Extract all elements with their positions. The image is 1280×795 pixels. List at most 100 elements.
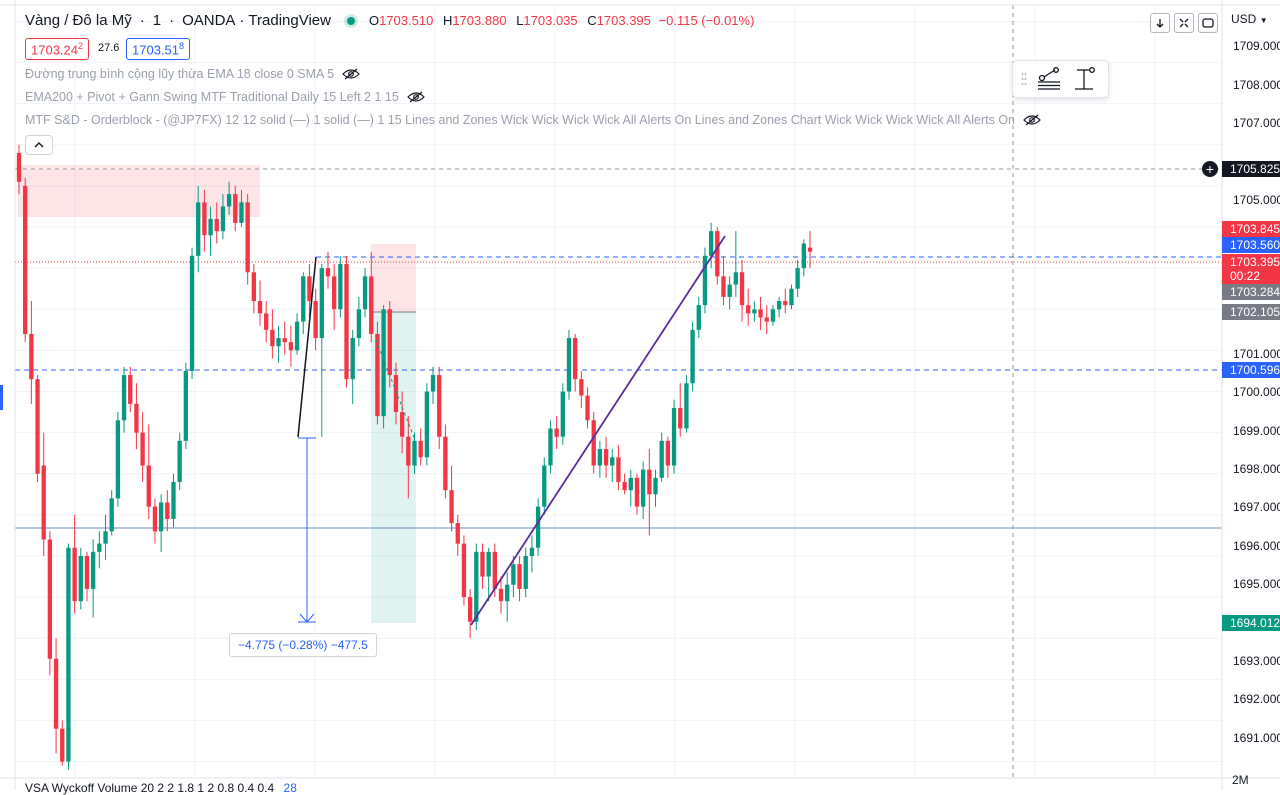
candle-up [776, 301, 782, 310]
candlestick-series [16, 144, 813, 770]
candle-up [474, 551, 479, 622]
maximize-pane-button[interactable] [1198, 13, 1218, 33]
buy-button[interactable]: 1703.518 [126, 38, 191, 61]
symbol-interval: 1 [152, 12, 162, 29]
candle-up [795, 268, 800, 289]
drag-handle-icon[interactable] [1021, 72, 1027, 86]
candle-down [807, 247, 813, 252]
last-price-tag: 1703.395 [1222, 254, 1280, 270]
eye-off-icon[interactable] [1023, 114, 1041, 126]
candle-down [622, 481, 627, 491]
currency-selector[interactable]: USD ▼ [1231, 12, 1268, 26]
candle-down [399, 412, 405, 437]
drawing-floating-toolbar[interactable] [1012, 60, 1109, 98]
target-price-tag: 1694.012 [1222, 615, 1280, 631]
candle-down [84, 555, 90, 589]
price-tick: 1695.000 [1233, 577, 1280, 591]
candle-up [523, 555, 528, 589]
candle-up [696, 305, 701, 330]
candle-down [165, 502, 170, 519]
ohlc-values: O1703.510 H1703.880 L1703.035 C1703.395 … [369, 13, 754, 28]
candle-up [97, 543, 102, 552]
candle-down [783, 301, 788, 306]
measure-result-label: −4.775 (−0.28%) −477.5 [229, 633, 377, 657]
indicator-legend-ema[interactable]: Đường trung bình cộng lũy thừa EMA 18 cl… [25, 67, 360, 81]
left-panel-tab[interactable] [0, 385, 3, 410]
ask-price-tag: 1703.560 [1222, 237, 1280, 253]
candle-up [486, 551, 491, 577]
price-tick: 1693.000 [1233, 654, 1280, 668]
candle-down [449, 490, 454, 524]
candle-up [109, 498, 114, 532]
candle-down [746, 305, 751, 314]
candle-up [196, 202, 201, 256]
symbol-separator: · [169, 12, 175, 29]
candle-down [307, 276, 312, 302]
candle-down [35, 379, 40, 474]
candle-down [23, 185, 28, 334]
candle-up [356, 309, 362, 339]
volume-axis-label: 2M [1232, 773, 1249, 787]
candle-down [214, 218, 219, 232]
eye-off-icon[interactable] [342, 68, 360, 80]
candle-down [393, 375, 399, 413]
maximize-icon [1202, 18, 1214, 28]
candle-up [752, 309, 757, 314]
sell-button[interactable]: 1703.242 [25, 38, 90, 61]
indicator-legend-orderblock[interactable]: MTF S&D - Orderblock - (@JP7FX) 12 12 so… [25, 113, 1041, 127]
symbol-broker: OANDA [182, 12, 236, 29]
buy-price: 1703.51 [132, 42, 179, 58]
candle-down [517, 564, 522, 589]
symbol-header[interactable]: Vàng / Đô la Mỹ · 1 · OANDA · TradingVie… [25, 12, 762, 29]
price-tick: 1699.000 [1233, 424, 1280, 438]
candle-down [573, 338, 578, 380]
buy-price-sup: 8 [179, 41, 185, 51]
candle-down [603, 449, 609, 466]
collapse-legend-button[interactable] [25, 135, 53, 155]
candle-down [437, 375, 442, 437]
market-status-dot [346, 16, 355, 25]
candle-up [733, 272, 739, 285]
ohlc-low-label: L [516, 13, 524, 28]
scroll-down-button[interactable] [1150, 13, 1170, 33]
candle-up [319, 268, 324, 339]
candle-up [177, 440, 182, 482]
price-tick: 1708.000 [1233, 78, 1280, 92]
candle-up [338, 264, 343, 310]
candle-up [381, 309, 386, 417]
candle-up [597, 449, 603, 466]
candle-down [443, 436, 448, 491]
ohlc-high: 1703.880 [452, 13, 507, 28]
support-price-tag: 1700.596 [1222, 362, 1280, 378]
candle-down [257, 301, 263, 314]
candle-down [591, 420, 596, 466]
measure-tool-icon[interactable] [1071, 66, 1099, 92]
candle-down [467, 597, 473, 622]
candle-down [678, 407, 683, 429]
template-settings-icon[interactable] [1035, 66, 1063, 92]
chevron-up-icon [34, 142, 44, 148]
ohlc-low: 1703.035 [523, 13, 578, 28]
candle-down [47, 539, 53, 659]
candle-up [239, 202, 244, 223]
price-tick: 1701.000 [1233, 347, 1280, 361]
chart-grid [15, 5, 1222, 778]
collapse-arrows-button[interactable] [1174, 13, 1194, 33]
candle-up [684, 383, 689, 429]
candle-down [60, 728, 65, 762]
volume-indicator-legend[interactable]: VSA Wyckoff Volume 20 2 2 1.8 1 2 0.8 0.… [25, 781, 297, 795]
candle-down [418, 440, 423, 458]
candle-up [770, 309, 776, 322]
supply-zone-top [18, 165, 260, 217]
symbol-separator: · [139, 12, 145, 29]
add-alert-plus-icon[interactable]: + [1202, 161, 1218, 177]
eye-off-icon[interactable] [406, 91, 425, 103]
candle-up [690, 329, 695, 384]
candle-down [264, 313, 269, 330]
candle-down [53, 658, 59, 729]
candle-up [548, 428, 553, 466]
candle-down [375, 333, 380, 417]
indicator-legend-pivot[interactable]: EMA200 + Pivot + Gann Swing MTF Traditio… [25, 90, 425, 104]
candle-up [121, 375, 127, 421]
